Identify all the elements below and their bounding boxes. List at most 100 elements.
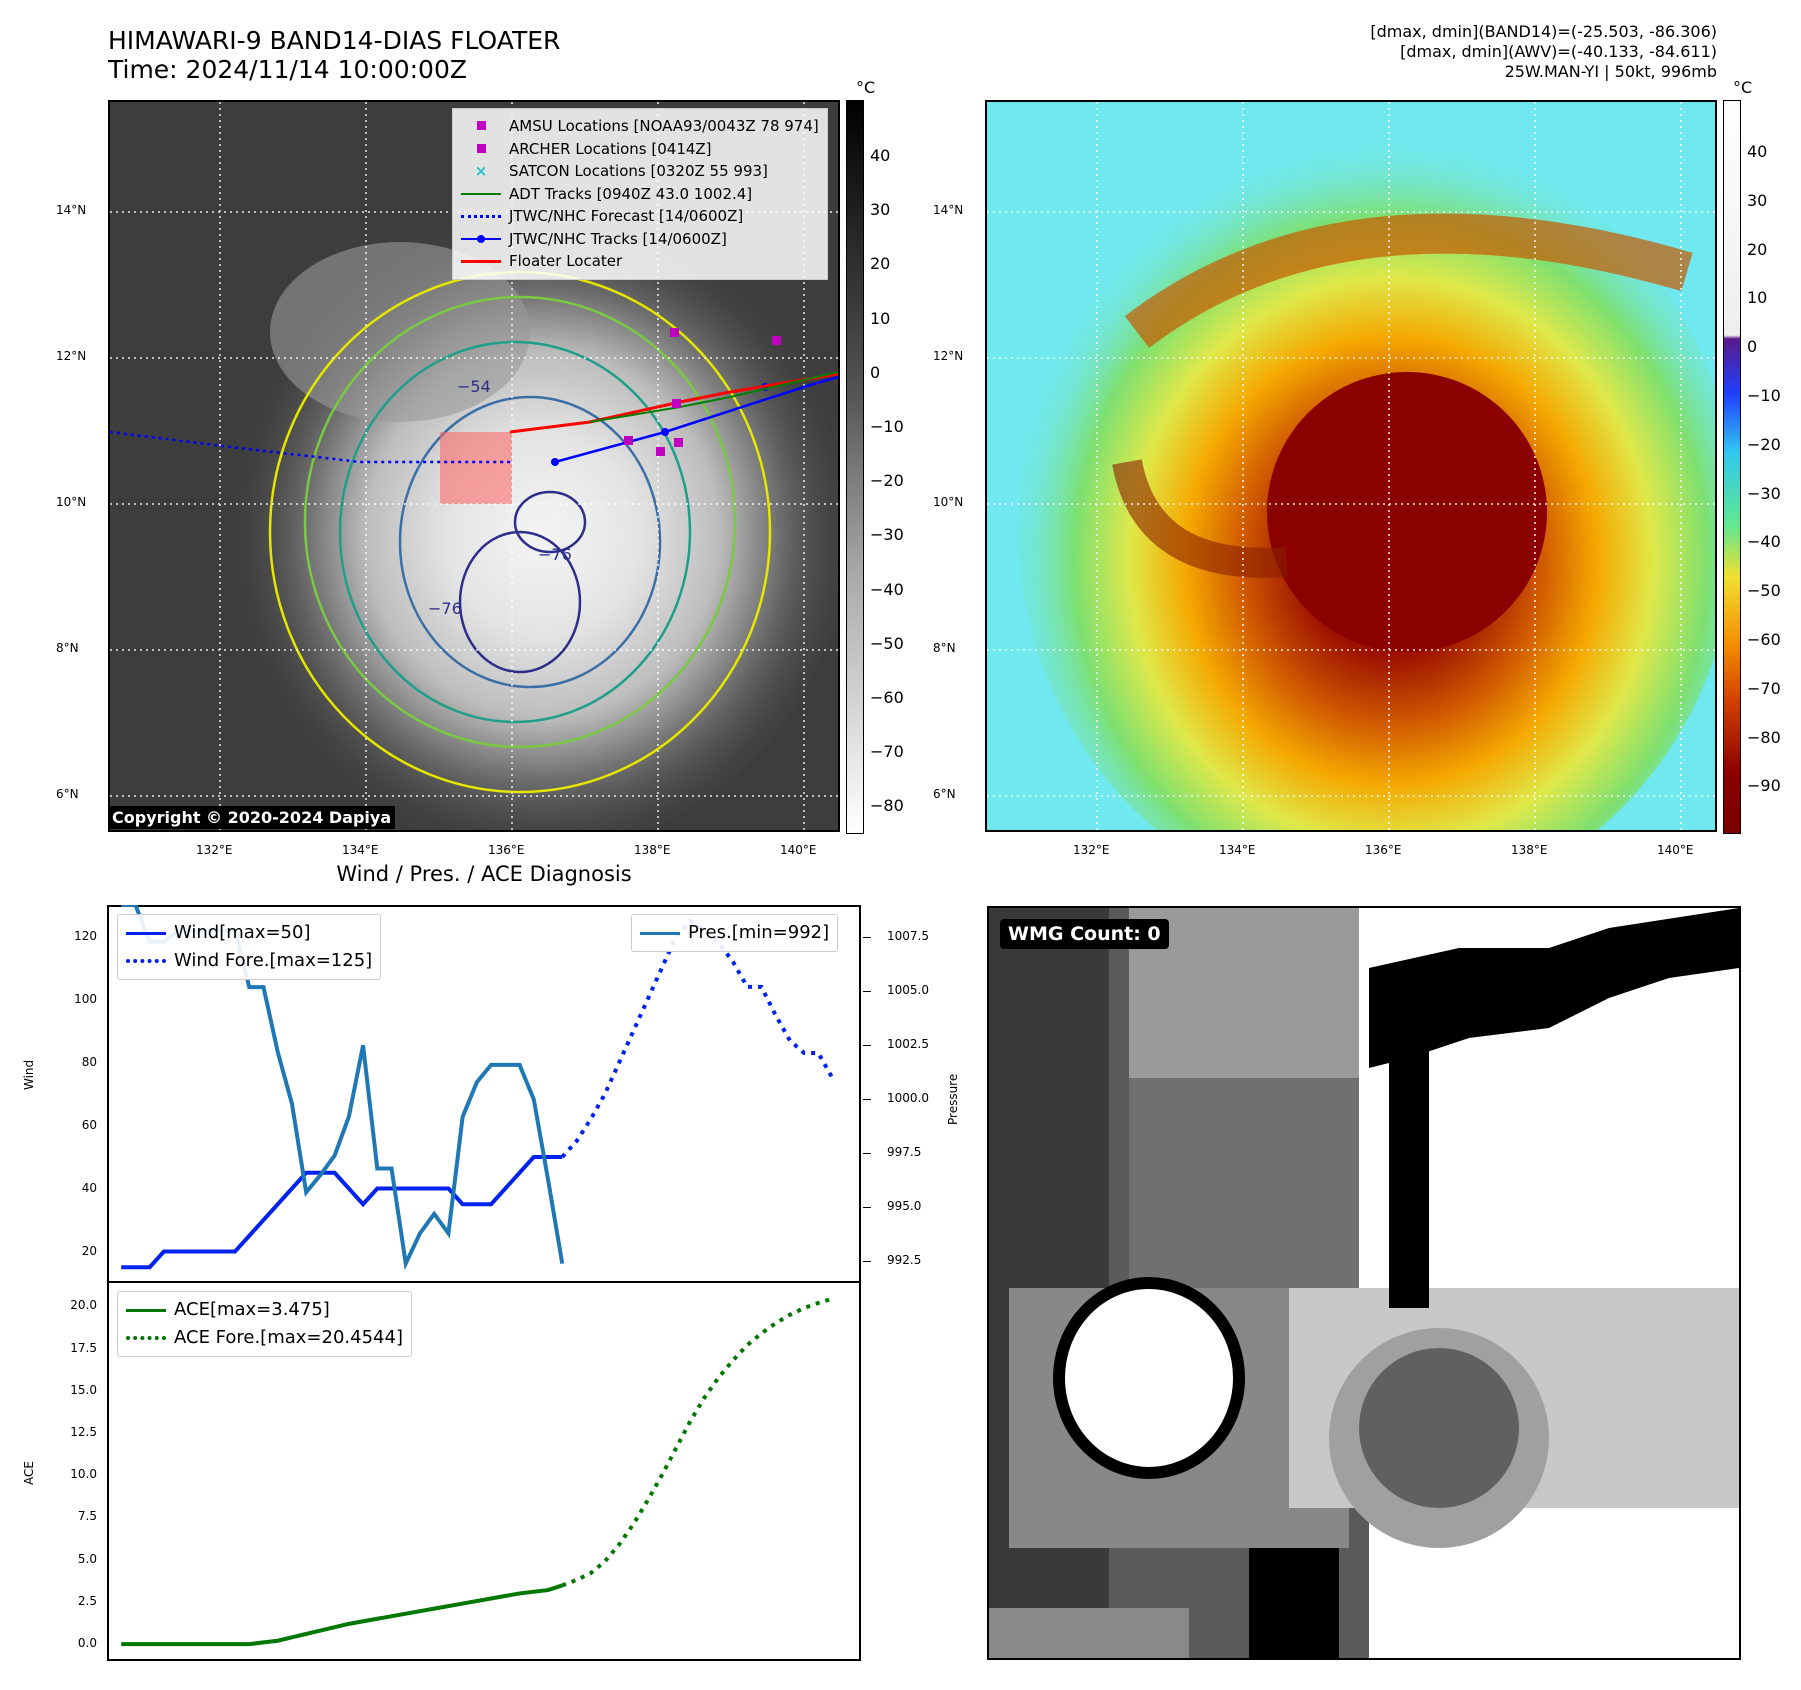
ir-colorbar-unit: °C xyxy=(856,78,876,97)
colorbar-tick-label: −40 xyxy=(1747,532,1781,552)
ir-colorbar xyxy=(846,100,864,834)
colorbar-tick-label: −70 xyxy=(870,742,904,762)
pressure-ytick-label: 1000.0 xyxy=(887,1091,929,1106)
colorbar-tick-label: −30 xyxy=(870,525,904,545)
legend-item-wind: Wind[max=50] xyxy=(126,919,372,947)
colorbar-tick-label: −70 xyxy=(1747,678,1781,698)
pressure-ytick xyxy=(863,991,871,993)
lat-tick-label: 8°N xyxy=(56,641,79,655)
colorbar-tick-label: −10 xyxy=(1747,386,1781,405)
lon-tick-label: 132°E xyxy=(1073,843,1110,857)
pressure-ytick-label: 995.0 xyxy=(887,1199,922,1214)
colorbar-tick-label: −50 xyxy=(870,633,904,653)
colorbar-tick-label: −80 xyxy=(870,796,904,816)
lat-tick-label: 14°N xyxy=(56,203,87,217)
ace-ylabel: ACE xyxy=(22,1461,36,1485)
ace-ytick-label: 2.5 xyxy=(77,1593,97,1608)
ace-chart xyxy=(107,1281,861,1661)
colorbar-tick-label: −20 xyxy=(1747,434,1781,454)
pressure-legend: Pres.[min=992] xyxy=(631,914,839,952)
ace-chart-frame xyxy=(107,1281,861,1661)
colorbar-tick-label: 40 xyxy=(870,146,891,165)
pressure-ylabel: Pressure xyxy=(946,1073,960,1125)
colorbar-tick-label: −40 xyxy=(870,579,904,599)
colorbar-tick-label: 10 xyxy=(870,308,891,328)
colorbar-tick-label: −90 xyxy=(1747,776,1781,796)
colorbar-tick-label: −80 xyxy=(1747,727,1781,747)
lat-tick-label: 8°N xyxy=(933,641,956,655)
figure-title: HIMAWARI-9 BAND14-DIAS FLOATER Time: 202… xyxy=(108,26,560,84)
ace-ytick-label: 20.0 xyxy=(70,1298,97,1313)
contour-label: −76 xyxy=(428,599,462,618)
ace-series-0 xyxy=(121,1583,563,1647)
legend-item-archer: ARCHER Locations [0414Z] xyxy=(461,138,819,161)
colorbar-tick-label: 20 xyxy=(1747,239,1768,259)
pressure-ytick-label: 997.5 xyxy=(887,1145,922,1160)
lon-tick-label: 138°E xyxy=(1511,843,1548,857)
wind-ylabel: Wind xyxy=(22,1059,36,1090)
awv-image xyxy=(987,102,1715,830)
lon-tick-label: 132°E xyxy=(196,843,233,857)
contour-label: −76 xyxy=(538,545,572,564)
stats-block: [dmax, dmin](BAND14)=(-25.503, -86.306) … xyxy=(1370,22,1717,82)
ace-ytick-label: 15.0 xyxy=(70,1382,97,1397)
wind-ytick-label: 80 xyxy=(81,1054,97,1069)
pressure-ytick xyxy=(863,1099,871,1101)
awv-colorbar-unit: °C xyxy=(1733,78,1753,97)
lat-tick-label: 6°N xyxy=(933,787,956,801)
pressure-ytick xyxy=(863,1261,871,1263)
wind-ytick-label: 120 xyxy=(74,928,97,943)
lat-tick-label: 6°N xyxy=(56,787,79,801)
wmg-count-badge: WMG Count: 0 xyxy=(1000,919,1169,949)
lat-tick-label: 12°N xyxy=(933,349,964,363)
ir-legend: AMSU Locations [NOAA93/0043Z 78 974] ARC… xyxy=(452,108,828,280)
colorbar-tick-label: −10 xyxy=(870,417,904,436)
colorbar-tick-label: 40 xyxy=(1747,142,1768,161)
lon-tick-label: 140°E xyxy=(1657,843,1694,857)
lat-tick-label: 10°N xyxy=(933,495,964,509)
colorbar-tick-label: −20 xyxy=(870,471,904,491)
colorbar-tick-label: 30 xyxy=(1747,190,1768,210)
awv-colorbar xyxy=(1723,100,1741,834)
pressure-ytick xyxy=(863,937,871,939)
pressure-ytick xyxy=(863,1207,871,1209)
ace-series-1 xyxy=(561,1296,834,1588)
stats-awv: [dmax, dmin](AWV)=(-40.133, -84.611) xyxy=(1400,42,1717,61)
pressure-ytick-label: 1005.0 xyxy=(887,983,929,998)
legend-item-forecast: JTWC/NHC Forecast [14/0600Z] xyxy=(461,205,819,228)
legend-item-amsu: AMSU Locations [NOAA93/0043Z 78 974] xyxy=(461,115,819,138)
wind-ytick-label: 20 xyxy=(81,1243,97,1258)
wind-legend: Wind[max=50] Wind Fore.[max=125] xyxy=(117,914,382,980)
legend-item-adt: ADT Tracks [0940Z 43.0 1002.4] xyxy=(461,183,819,206)
wind-series-1 xyxy=(560,918,835,1159)
legend-item-floater: Floater Locater xyxy=(461,250,819,273)
lat-tick-label: 12°N xyxy=(56,349,87,363)
legend-item-tracks: JTWC/NHC Tracks [14/0600Z] xyxy=(461,228,819,251)
ace-ytick-label: 7.5 xyxy=(77,1509,97,1524)
ir-image: −54 −76 −76 xyxy=(110,102,838,830)
wmg-image xyxy=(989,908,1739,1658)
copyright-badge: Copyright © 2020-2024 Dapiya xyxy=(108,806,396,829)
lon-tick-label: 136°E xyxy=(1365,843,1402,857)
lat-tick-label: 10°N xyxy=(56,495,87,509)
ace-ytick-label: 5.0 xyxy=(77,1551,97,1566)
legend-item-pressure: Pres.[min=992] xyxy=(640,919,829,947)
pressure-ytick xyxy=(863,1153,871,1155)
ace-legend: ACE[max=3.475] ACE Fore.[max=20.4544] xyxy=(117,1291,412,1357)
colorbar-tick-label: 20 xyxy=(870,254,891,274)
colorbar-tick-label: 30 xyxy=(870,200,891,220)
ace-ytick-label: 12.5 xyxy=(70,1425,97,1439)
pressure-ytick xyxy=(863,1045,871,1047)
wind-ytick-label: 100 xyxy=(74,991,97,1006)
lon-tick-label: 138°E xyxy=(634,843,671,857)
colorbar-tick-label: −60 xyxy=(870,688,904,707)
legend-item-ace-forecast: ACE Fore.[max=20.4544] xyxy=(126,1324,403,1352)
colorbar-tick-label: 10 xyxy=(1747,288,1768,308)
awv-satellite-panel xyxy=(985,100,1717,832)
lon-tick-label: 136°E xyxy=(488,843,525,857)
ace-ytick-label: 0.0 xyxy=(77,1636,97,1651)
colorbar-tick-label: 0 xyxy=(1747,337,1758,357)
ace-ytick-label: 17.5 xyxy=(70,1340,97,1355)
stats-band14: [dmax, dmin](BAND14)=(-25.503, -86.306) xyxy=(1370,22,1717,41)
pressure-ytick-label: 1002.5 xyxy=(887,1037,929,1052)
